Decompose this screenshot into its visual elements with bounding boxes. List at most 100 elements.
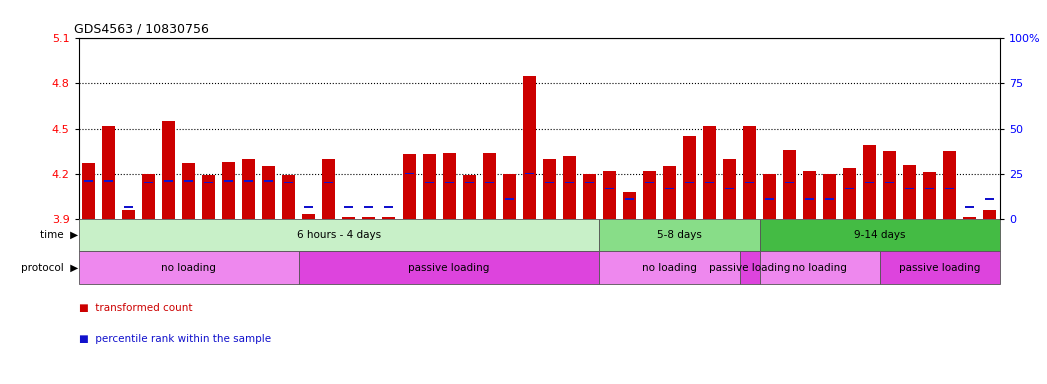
Bar xyxy=(182,163,195,218)
Text: ■  transformed count: ■ transformed count xyxy=(79,303,192,313)
Bar xyxy=(125,206,133,207)
Bar xyxy=(382,217,396,218)
Bar xyxy=(285,182,293,184)
Bar xyxy=(745,182,754,184)
Bar xyxy=(763,174,776,218)
Bar xyxy=(283,175,295,218)
Bar xyxy=(906,188,914,189)
Text: no loading: no loading xyxy=(642,263,697,273)
Bar xyxy=(965,206,975,207)
Text: GDS4563 / 10830756: GDS4563 / 10830756 xyxy=(74,23,208,36)
Bar xyxy=(645,182,654,184)
Bar xyxy=(703,126,716,218)
Bar xyxy=(885,182,894,184)
Bar xyxy=(423,154,436,218)
Bar xyxy=(605,188,614,189)
Bar xyxy=(825,198,834,200)
Bar xyxy=(364,206,374,207)
Bar xyxy=(224,180,233,182)
Bar xyxy=(445,182,453,184)
Bar xyxy=(483,152,495,218)
Bar xyxy=(643,170,655,218)
Bar xyxy=(264,180,273,182)
Bar xyxy=(162,121,175,218)
Bar xyxy=(344,206,354,207)
Bar xyxy=(926,188,934,189)
Bar xyxy=(82,163,95,218)
Bar xyxy=(985,198,995,200)
Bar xyxy=(665,188,674,189)
Bar xyxy=(384,206,394,207)
Text: passive loading: passive loading xyxy=(408,263,490,273)
Bar xyxy=(884,151,896,218)
Bar xyxy=(943,151,956,218)
Bar xyxy=(544,182,554,184)
Bar xyxy=(945,188,954,189)
Bar xyxy=(542,159,556,218)
Bar xyxy=(443,152,455,218)
Bar xyxy=(342,217,355,218)
Bar xyxy=(583,174,596,218)
Bar xyxy=(562,156,576,218)
Bar xyxy=(202,175,216,218)
Bar xyxy=(625,198,633,200)
Bar xyxy=(923,172,936,218)
Bar xyxy=(485,182,493,184)
Text: 9-14 days: 9-14 days xyxy=(854,230,906,240)
Bar xyxy=(79,252,298,284)
Bar xyxy=(723,159,736,218)
Bar xyxy=(79,218,599,252)
Bar xyxy=(683,136,696,218)
Bar xyxy=(122,210,135,218)
Bar xyxy=(743,126,756,218)
Bar xyxy=(303,214,315,218)
Bar xyxy=(603,170,616,218)
Bar xyxy=(705,182,714,184)
Bar xyxy=(863,145,876,218)
Bar xyxy=(685,182,694,184)
Bar xyxy=(803,170,816,218)
Bar xyxy=(463,175,475,218)
Bar xyxy=(759,218,1000,252)
Bar xyxy=(244,180,253,182)
Text: 6 hours - 4 days: 6 hours - 4 days xyxy=(297,230,381,240)
Bar xyxy=(599,218,759,252)
Bar xyxy=(164,180,173,182)
Text: passive loading: passive loading xyxy=(899,263,980,273)
Bar xyxy=(184,180,194,182)
Bar xyxy=(298,252,599,284)
Text: time  ▶: time ▶ xyxy=(41,230,79,240)
Bar xyxy=(865,182,874,184)
Bar xyxy=(503,174,516,218)
Bar xyxy=(843,167,856,218)
Bar xyxy=(144,182,153,184)
Bar xyxy=(104,180,113,182)
Bar xyxy=(963,217,977,218)
Text: 5-8 days: 5-8 days xyxy=(656,230,701,240)
Bar xyxy=(783,149,796,218)
Bar xyxy=(242,159,255,218)
Bar xyxy=(739,252,759,284)
Bar xyxy=(305,206,313,207)
Bar xyxy=(845,188,854,189)
Text: protocol  ▶: protocol ▶ xyxy=(21,263,79,273)
Bar xyxy=(805,198,815,200)
Bar xyxy=(84,180,93,182)
Text: no loading: no loading xyxy=(161,263,216,273)
Bar xyxy=(505,198,514,200)
Bar xyxy=(102,126,115,218)
Bar xyxy=(465,182,473,184)
Bar xyxy=(525,173,534,174)
Bar xyxy=(785,182,794,184)
Bar xyxy=(585,182,594,184)
Bar xyxy=(564,182,574,184)
Bar xyxy=(599,252,739,284)
Bar xyxy=(759,252,879,284)
Bar xyxy=(424,182,433,184)
Bar xyxy=(204,182,214,184)
Text: no loading: no loading xyxy=(793,263,847,273)
Bar xyxy=(904,165,916,218)
Bar xyxy=(222,162,236,218)
Bar xyxy=(983,210,997,218)
Bar xyxy=(402,154,416,218)
